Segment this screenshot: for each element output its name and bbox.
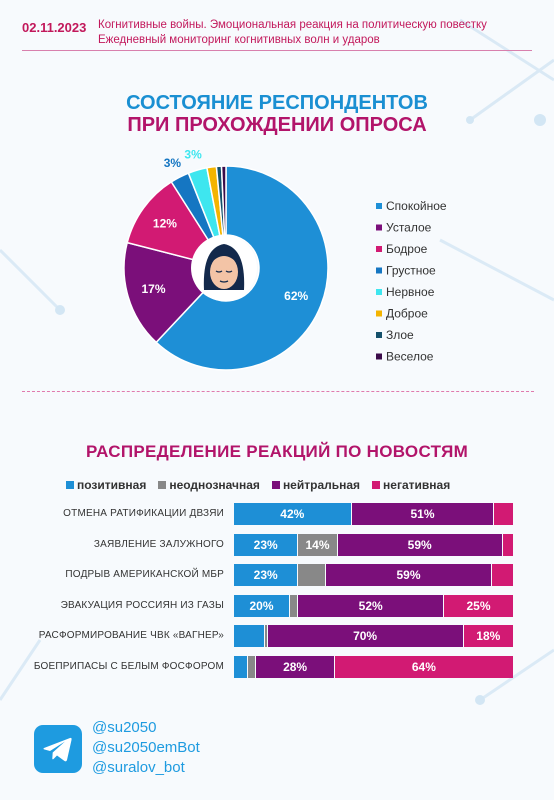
pie-chart-title: СОСТОЯНИЕ РЕСПОНДЕНТОВ ПРИ ПРОХОЖДЕНИИ О… [0, 92, 554, 136]
legend-swatch-1 [376, 224, 382, 231]
bar-segment-0-2: 51% [351, 503, 494, 525]
header-line-2: Ежедневный мониторинг когнитивных волн и… [98, 34, 380, 46]
bar-row-label-0: Отмена ратификации ДВЗЯИ [63, 508, 224, 519]
bar-row-5: 28% 64% [234, 655, 514, 678]
bar-row-label-4: Расформирование ЧВК «Вагнер» [38, 630, 224, 641]
bar-segment-5-3: 64% [334, 655, 513, 678]
bar-segment-2-3 [491, 564, 513, 586]
legend-swatch-6 [376, 332, 382, 338]
pie-label-2: 12% [153, 217, 177, 231]
handle-su2050[interactable]: @su2050 [92, 719, 157, 736]
bar-legend-label-0: позитивная [77, 478, 147, 492]
bar-segment-1-3 [502, 533, 513, 556]
header-description: Когнитивные войны. Эмоциональная реакция… [98, 18, 548, 48]
handle-suralov-bot[interactable]: @suralov_bot [92, 759, 185, 776]
bar-legend-label-2: нейтральная [282, 478, 361, 492]
bar-legend-swatch-1 [158, 481, 167, 489]
bar-segment-5-1 [248, 655, 256, 678]
legend-swatch-7 [376, 353, 382, 360]
legend-swatch-3 [376, 267, 382, 274]
bar-legend-swatch-0 [66, 481, 74, 489]
bar-legend-label-1: неоднозначная [169, 478, 260, 492]
bar-segment-1-2: 59% [337, 533, 502, 556]
bar-row-label-5: Боеприпасы с белым фосфором [33, 660, 224, 672]
bar-segment-2-0: 23% [234, 564, 298, 586]
bar-segment-4-1 [264, 625, 267, 647]
legend-swatch-2 [376, 246, 382, 252]
bar-segment-3-2: 52% [298, 594, 443, 617]
telegram-handles: @su2050 @su2050emBot @suralov_bot [92, 718, 200, 778]
pie-label-0: 62% [284, 289, 308, 303]
bar-row-4: 70% 18% [234, 625, 514, 647]
bar-segment-4-2: 70% [267, 625, 463, 647]
bar-segment-1-0: 23% [234, 533, 298, 556]
bar-legend-swatch-3 [372, 481, 381, 489]
telegram-icon [34, 725, 82, 773]
legend-label-4: Нервное [386, 285, 435, 299]
header-rule [22, 50, 532, 51]
bar-row-3: 20% 52% 25% [234, 594, 514, 617]
legend-label-7: Веселое [386, 350, 434, 364]
legend-swatch-4 [376, 289, 382, 295]
legend-label-6: Злое [386, 328, 414, 342]
bar-segment-3-0: 20% [234, 594, 289, 617]
bar-segment-3-1 [290, 594, 298, 617]
bar-segment-5-2: 28% [256, 655, 334, 678]
pie-label-1: 17% [141, 282, 165, 296]
face-icon [191, 235, 257, 301]
legend-swatch-0 [376, 203, 382, 209]
bar-segment-5-0 [234, 655, 247, 678]
legend-swatch-5 [376, 310, 382, 317]
pie-chart: 62% 17% 12% 3%3% Спокойное Усталое Бодрое Грус… [123, 148, 447, 371]
bar-chart-title: РАСПРЕДЕЛЕНИЕ РЕАКЦИЙ ПО НОВОСТЯМ [85, 442, 469, 461]
bar-row-0: 42% 51% [234, 503, 514, 525]
bar-legend-swatch-2 [271, 481, 280, 489]
bar-segment-2-1 [298, 564, 326, 586]
bar-segment-0-3 [494, 503, 513, 525]
bar-row-label-3: Эвакуация россиян из Газы [60, 599, 224, 611]
bar-segment-4-0 [234, 625, 264, 647]
bar-legend-label-3: негативная [383, 478, 451, 492]
legend-label-3: Грустное [386, 264, 436, 278]
legend-label-0: Спокойное [386, 199, 447, 213]
pie-label-4: 3% [184, 148, 202, 162]
bar-row-1: 23% 14% 59% [234, 533, 514, 556]
handle-su2050embot[interactable]: @su2050emBot [92, 739, 200, 756]
header-line-1: Когнитивные войны. Эмоциональная реакция… [98, 19, 487, 31]
bar-segment-2-2: 59% [326, 564, 491, 586]
legend-label-1: Усталое [386, 221, 432, 235]
pie-title-line-1: СОСТОЯНИЕ РЕСПОНДЕНТОВ [126, 92, 428, 114]
bar-segment-3-3: 25% [444, 594, 513, 617]
bar-chart-legend: позитивная неоднозначная нейтральная негати… [60, 478, 456, 492]
bar-row-label-2: Подрыв американской МБР [65, 569, 224, 580]
bar-row-label-1: Заявление Залужного [93, 538, 224, 550]
report-date: 02.11.2023 [22, 20, 87, 35]
pie-title-line-2: ПРИ ПРОХОЖДЕНИИ ОПРОСА [127, 114, 427, 136]
pie-label-3: 3% [164, 156, 182, 170]
section-divider [22, 391, 534, 392]
bar-segment-0-0: 42% [234, 503, 351, 525]
bar-segment-4-3: 18% [463, 625, 513, 647]
bar-row-2: 23% 59% [234, 564, 514, 586]
pie-slice-0 [155, 165, 329, 371]
legend-label-2: Бодрое [386, 242, 428, 256]
bar-segment-1-1: 14% [298, 533, 337, 556]
legend-label-5: Доброе [386, 307, 428, 321]
